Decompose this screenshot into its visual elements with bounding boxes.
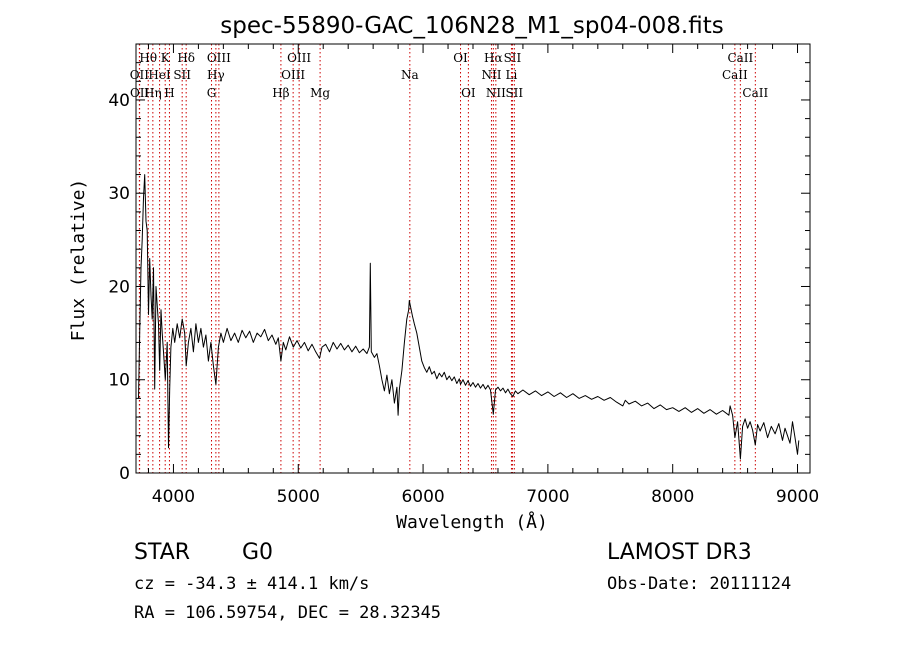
marker-label-23: Li — [506, 68, 518, 82]
object-subclass: G0 — [242, 540, 274, 565]
marker-label-21: NII — [486, 86, 506, 100]
marker-label-14: OIII — [287, 51, 311, 65]
spectrum-line-0 — [138, 174, 800, 460]
marker-label-25: CaII — [727, 51, 753, 65]
y-tick-label: 20 — [108, 277, 130, 297]
marker-label-7: SII — [173, 68, 191, 82]
marker-label-6: H — [164, 86, 174, 100]
x-tick-label: 9000 — [776, 487, 819, 507]
plot-frame — [135, 43, 811, 474]
x-tick-label: 5000 — [277, 487, 320, 507]
coordinates-text: RA = 106.59754, DEC = 28.32345 — [134, 603, 442, 623]
x-axis-label: Wavelength (Å) — [396, 511, 548, 533]
spectrum-series — [138, 174, 800, 460]
redshift-text: cz = -34.3 ± 414.1 km/s — [134, 574, 370, 594]
y-axis-label: Flux (relative) — [68, 179, 89, 342]
marker-label-17: OI — [453, 51, 468, 65]
marker-label-4: Hη — [144, 86, 162, 100]
marker-label-20: Hα — [484, 51, 503, 65]
marker-label-10: Hγ — [207, 68, 225, 82]
marker-label-12: Hβ — [272, 86, 289, 100]
marker-label-15: Mg — [310, 86, 330, 100]
marker-label-13: OIII — [281, 68, 305, 82]
marker-label-5: K — [161, 51, 171, 65]
marker-label-9: OIII — [207, 51, 231, 65]
object-class: STAR — [134, 540, 191, 565]
marker-label-3: HeI — [148, 68, 171, 82]
marker-label-8: Hδ — [177, 51, 195, 65]
y-tick-label: 40 — [108, 91, 130, 111]
marker-label-18: OI — [461, 86, 476, 100]
marker-label-22: SII — [504, 51, 522, 65]
x-tick-label: 4000 — [152, 487, 195, 507]
marker-label-2: OII — [130, 86, 150, 100]
marker-label-11: G — [207, 86, 217, 100]
obs-date: Obs-Date: 20111124 — [607, 574, 792, 594]
x-tick-label: 8000 — [651, 487, 694, 507]
survey-name: LAMOST DR3 — [607, 540, 752, 565]
x-tick-label: 6000 — [401, 487, 444, 507]
y-tick-label: 30 — [108, 184, 130, 204]
marker-label-27: CaII — [742, 86, 768, 100]
marker-label-0: Hθ — [139, 51, 157, 65]
marker-label-24: SII — [505, 86, 523, 100]
plot-axes: 4000 5000 6000 7000 8000 9000 0 10 20 30 40 — [108, 43, 819, 507]
y-tick-label: 0 — [119, 464, 130, 484]
marker-label-1: OII — [130, 68, 150, 82]
marker-label-19: NII — [481, 68, 501, 82]
marker-label-26: CaII — [722, 68, 748, 82]
y-tick-label: 10 — [108, 371, 130, 391]
marker-label-16: Na — [401, 68, 419, 82]
chart-title: spec-55890-GAC_106N28_M1_sp04-008.fits — [220, 13, 723, 39]
x-tick-label: 7000 — [526, 487, 569, 507]
